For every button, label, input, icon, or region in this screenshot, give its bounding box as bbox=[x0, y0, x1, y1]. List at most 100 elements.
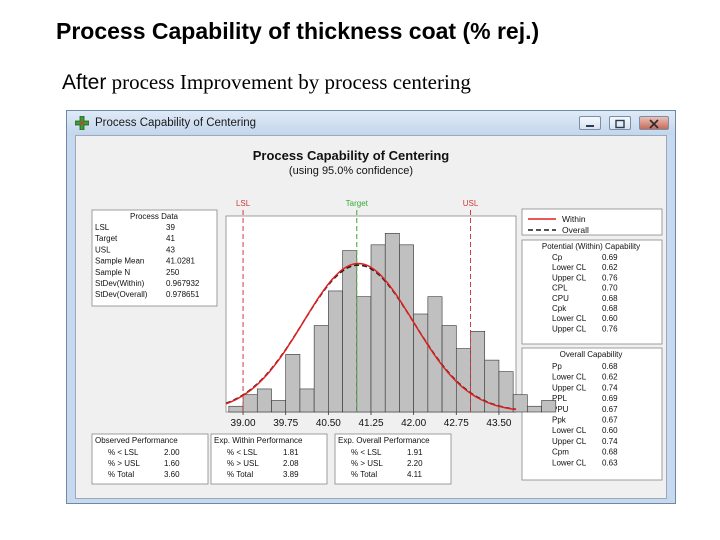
overall-curve bbox=[225, 264, 517, 411]
potential-capability-label: CPU bbox=[552, 294, 569, 303]
performance-label: % < LSL bbox=[227, 448, 258, 457]
x-tick-label: 39.00 bbox=[231, 418, 256, 429]
overall-capability-label: PPL bbox=[552, 394, 568, 403]
histogram-bar bbox=[228, 405, 244, 413]
process-data-value: 41 bbox=[166, 234, 175, 243]
overall-capability-label: Ppk bbox=[552, 416, 567, 425]
x-tick-label: 42.75 bbox=[444, 418, 469, 429]
histogram-bar bbox=[328, 290, 343, 413]
potential-capability-value: 0.68 bbox=[602, 304, 618, 313]
performance-label: % Total bbox=[227, 470, 253, 479]
performance-value: 1.91 bbox=[407, 448, 423, 457]
legend-within-label: Within bbox=[562, 214, 586, 224]
chart-title: Process Capability of Centering bbox=[253, 148, 450, 163]
histogram-bar bbox=[256, 388, 272, 413]
performance-value: 2.00 bbox=[164, 448, 180, 457]
overall-capability-value: 0.69 bbox=[602, 394, 618, 403]
performance-value: 1.81 bbox=[283, 448, 299, 457]
legend-overall-label: Overall bbox=[562, 225, 589, 235]
performance-label: % > USL bbox=[108, 459, 140, 468]
histogram-bar bbox=[342, 250, 358, 413]
slide-title: Process Capability of thickness coat (% … bbox=[56, 18, 540, 44]
process-data-value: 41.0281 bbox=[166, 257, 195, 266]
histogram-bar bbox=[512, 394, 528, 413]
overall-capability-value: 0.74 bbox=[602, 437, 618, 446]
x-tick-label: 40.50 bbox=[316, 418, 341, 429]
performance-header: Observed Performance bbox=[95, 436, 178, 445]
potential-capability-label: Cp bbox=[552, 253, 563, 262]
performance-header: Exp. Within Performance bbox=[214, 436, 303, 445]
minimize-button[interactable] bbox=[579, 116, 601, 130]
overall-capability-value: 0.67 bbox=[602, 405, 618, 414]
capability-chart: Process Capability of Centering (using 9… bbox=[91, 148, 663, 485]
overall-capability-label: Upper CL bbox=[552, 383, 587, 392]
process-data-label: LSL bbox=[95, 223, 110, 232]
potential-capability-label: CPL bbox=[552, 284, 568, 293]
x-tick-label: 39.75 bbox=[273, 418, 298, 429]
performance-header: Exp. Overall Performance bbox=[338, 436, 430, 445]
subtitle-after: After bbox=[62, 71, 107, 94]
overall-capability-label: Lower CL bbox=[552, 426, 587, 435]
performance-value: 1.60 bbox=[164, 459, 180, 468]
performance-value: 2.08 bbox=[283, 459, 299, 468]
subtitle-rest: process Improvement by process centering bbox=[106, 70, 471, 94]
within-curve bbox=[225, 262, 517, 411]
window-title: Process Capability of Centering bbox=[95, 117, 257, 129]
performance-box bbox=[210, 433, 328, 485]
process-data-label: Sample N bbox=[95, 268, 130, 277]
histogram-bar bbox=[299, 388, 315, 413]
histogram-bar bbox=[498, 371, 514, 413]
histogram-bar bbox=[356, 296, 372, 413]
histogram-bar bbox=[384, 232, 400, 413]
maximize-button[interactable] bbox=[609, 116, 631, 130]
potential-capability-value: 0.68 bbox=[602, 294, 618, 303]
performance-value: 2.20 bbox=[407, 459, 423, 468]
performance-value: 4.11 bbox=[407, 470, 423, 479]
process-data-label: Target bbox=[95, 234, 118, 243]
potential-capability-value: 0.76 bbox=[602, 324, 618, 333]
overall-capability-label: Pp bbox=[552, 362, 562, 371]
performance-value: 3.89 bbox=[283, 470, 299, 479]
potential-capability-header: Potential (Within) Capability bbox=[542, 242, 640, 251]
target-label: Target bbox=[346, 199, 369, 208]
chart-subtitle: (using 95.0% confidence) bbox=[289, 165, 413, 177]
potential-capability-label: Lower CL bbox=[552, 263, 587, 272]
performance-box bbox=[334, 433, 452, 485]
overall-capability-header: Overall Capability bbox=[560, 350, 623, 359]
overall-capability-value: 0.68 bbox=[602, 448, 618, 457]
performance-box bbox=[91, 433, 209, 485]
potential-capability-label: Upper CL bbox=[552, 273, 587, 282]
overall-capability-value: 0.67 bbox=[602, 416, 618, 425]
potential-capability-label: Upper CL bbox=[552, 324, 587, 333]
histogram-bar bbox=[455, 348, 471, 413]
overall-capability-value: 0.74 bbox=[602, 383, 618, 392]
overall-capability-label: Cpm bbox=[552, 448, 569, 457]
potential-capability-panel: Potential (Within) Capability Cp 0.69 Lowe… bbox=[521, 239, 663, 345]
histogram: LSL Target USL 39.00 39.75 40.50 41.25 42.00 42.… bbox=[225, 199, 557, 429]
overall-capability-label: Lower CL bbox=[552, 458, 587, 467]
histogram-bar bbox=[271, 400, 287, 413]
performance-label: % > USL bbox=[351, 459, 383, 468]
histogram-bar bbox=[527, 405, 542, 413]
histogram-bar bbox=[541, 400, 557, 413]
close-button[interactable] bbox=[639, 116, 669, 130]
capability-window: Process Capability of Centering Process … bbox=[66, 110, 676, 504]
histogram-bar bbox=[399, 244, 414, 413]
maximize-icon bbox=[615, 119, 625, 129]
process-data-value: 250 bbox=[166, 268, 180, 277]
potential-capability-label: Lower CL bbox=[552, 314, 587, 323]
potential-capability-value: 0.70 bbox=[602, 284, 618, 293]
process-data-value: 0.967932 bbox=[166, 279, 200, 288]
potential-capability-value: 0.62 bbox=[602, 263, 618, 272]
histogram-bar bbox=[413, 313, 429, 413]
performance-label: % > USL bbox=[227, 459, 259, 468]
usl-label: USL bbox=[463, 199, 479, 208]
process-data-label: Sample Mean bbox=[95, 257, 144, 266]
overall-capability-label: PPU bbox=[552, 405, 569, 414]
minimize-icon bbox=[586, 125, 594, 127]
potential-capability-value: 0.60 bbox=[602, 314, 618, 323]
window-titlebar[interactable]: Process Capability of Centering bbox=[67, 111, 675, 135]
overall-capability-label: Lower CL bbox=[552, 373, 587, 382]
process-data-label: USL bbox=[95, 245, 111, 254]
histogram-bar bbox=[427, 296, 443, 413]
